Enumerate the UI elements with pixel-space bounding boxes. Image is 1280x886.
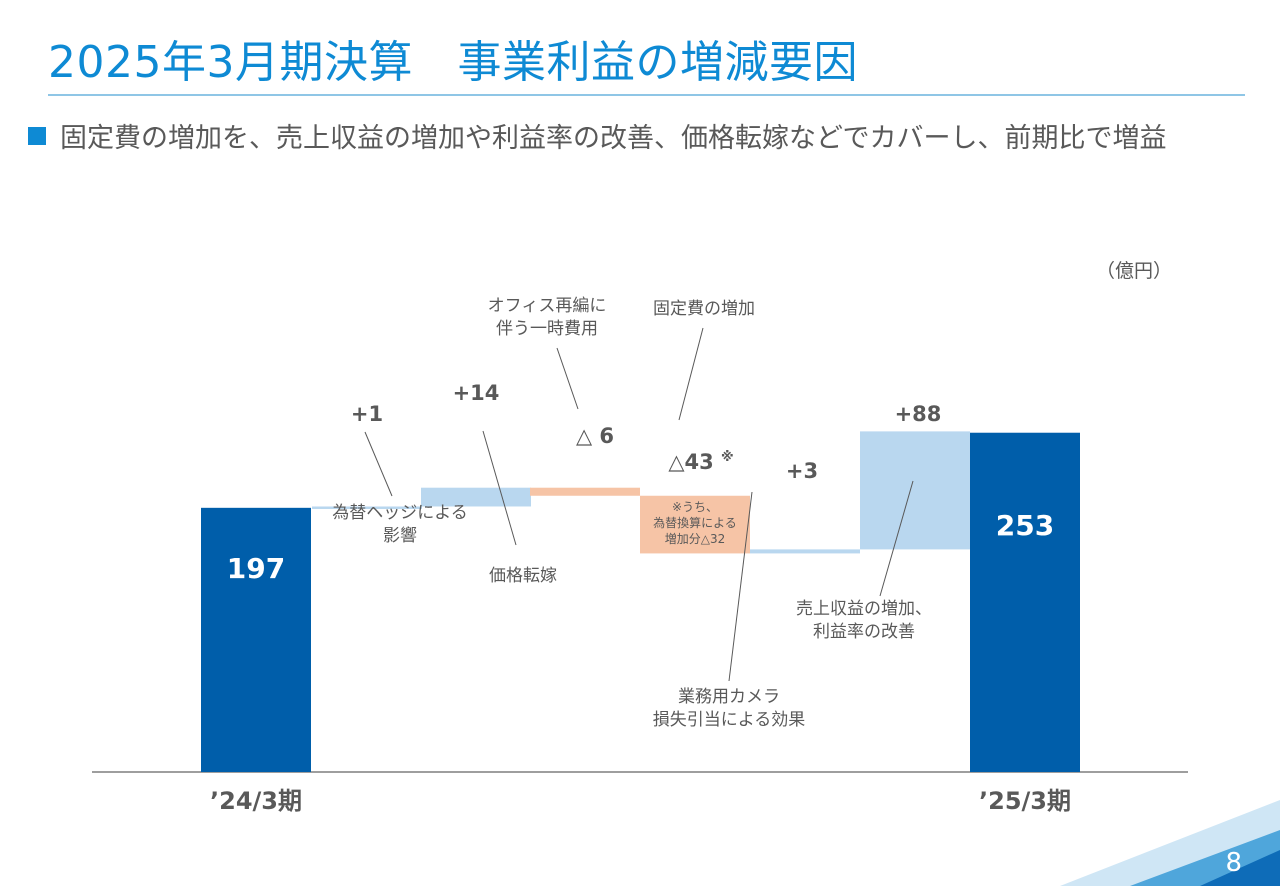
category-label: ’25/3期 [979, 787, 1071, 815]
annotation-label: 伴う一時費用 [496, 319, 598, 339]
footnote-label: 増加分△32 [665, 532, 726, 546]
annotation-label: 固定費の増加 [653, 299, 755, 319]
slide-number: 8 [1225, 848, 1242, 878]
leader-line [879, 480, 914, 597]
delta-value-label: +14 [453, 381, 500, 405]
waterfall-bar-4 [640, 495, 750, 554]
waterfall-bar-6 [860, 431, 970, 550]
total-value-label: 253 [996, 509, 1054, 542]
delta-value-label: +88 [895, 402, 942, 426]
total-value-label: 197 [227, 552, 285, 585]
annotation-label: オフィス再編に [488, 296, 607, 316]
delta-value-mark: ※ [721, 450, 734, 465]
annotation-label: 損失引当による効果 [653, 710, 806, 730]
annotation-label: 価格転嫁 [489, 566, 557, 586]
leader-line [728, 491, 753, 682]
waterfall-bar-5 [750, 549, 860, 554]
leader-line [482, 430, 517, 546]
summary-text: 固定費の増加を、売上収益の増加や利益率の改善、価格転嫁などでカバーし、前期比で増… [60, 123, 1167, 154]
annotation-label: 利益率の改善 [813, 622, 915, 642]
corner-decoration [1060, 800, 1280, 886]
waterfall-bar-7 [970, 432, 1080, 772]
leader-line [556, 347, 579, 410]
bullet-square-icon [28, 126, 46, 145]
summary-bullet: 固定費の増加を、売上収益の増加や利益率の改善、価格転嫁などでカバーし、前期比で増… [28, 116, 1166, 155]
delta-value-label: △ 6 [576, 424, 614, 448]
footnote-label: 為替換算による [653, 515, 737, 530]
footnote-label: ※うち、 [672, 500, 718, 514]
delta-value-label: △43 [668, 450, 713, 474]
annotation-label: 業務用カメラ [678, 687, 780, 707]
leader-line [364, 431, 393, 497]
delta-value-label: +3 [786, 459, 818, 483]
waterfall-bar-1 [312, 506, 422, 509]
unit-label: （億円） [1095, 260, 1172, 282]
annotation-label: 影響 [383, 526, 417, 546]
delta-value-label: +1 [351, 402, 383, 426]
page-title: 2025年3月期決算 事業利益の増減要因 [48, 37, 858, 88]
leader-line [678, 327, 704, 421]
title-divider [48, 94, 1245, 96]
waterfall-bar-3 [530, 487, 640, 496]
annotation-label: 為替ヘッジによる [332, 503, 468, 523]
annotation-label: 売上収益の増加、 [796, 599, 932, 619]
category-label: ’24/3期 [210, 787, 302, 815]
waterfall-bar-0 [201, 507, 311, 772]
